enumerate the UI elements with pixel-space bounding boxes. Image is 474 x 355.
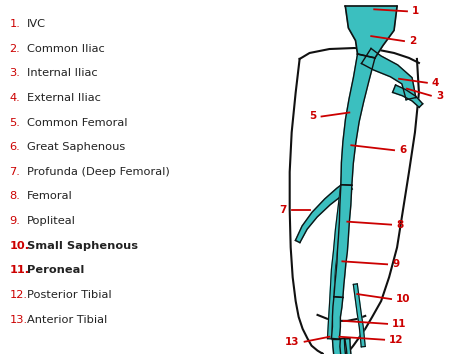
Polygon shape <box>345 338 353 355</box>
Text: 5.: 5. <box>9 118 20 128</box>
Text: External Iliac: External Iliac <box>27 93 101 103</box>
Polygon shape <box>338 338 347 355</box>
Text: 13.: 13. <box>9 315 27 324</box>
Text: 12.: 12. <box>9 290 27 300</box>
Text: Great Saphenous: Great Saphenous <box>27 142 126 152</box>
Text: 9: 9 <box>392 259 399 269</box>
Text: 11.: 11. <box>9 265 29 275</box>
Text: 12: 12 <box>389 335 403 345</box>
Text: Common Iliac: Common Iliac <box>27 44 105 54</box>
Text: 6: 6 <box>399 145 406 155</box>
Polygon shape <box>332 339 342 355</box>
Text: 7.: 7. <box>9 167 20 177</box>
Text: Anterior Tibial: Anterior Tibial <box>27 315 108 324</box>
Text: 2.: 2. <box>9 44 20 54</box>
Polygon shape <box>362 48 416 100</box>
Text: 1: 1 <box>412 6 419 16</box>
Text: 10: 10 <box>396 294 410 304</box>
Text: Peroneal: Peroneal <box>27 265 85 275</box>
Text: Femoral: Femoral <box>27 191 73 202</box>
Text: 3.: 3. <box>9 69 20 78</box>
Text: Popliteal: Popliteal <box>27 216 76 226</box>
Polygon shape <box>341 54 375 185</box>
Polygon shape <box>328 128 351 339</box>
Polygon shape <box>346 6 397 58</box>
Text: 1.: 1. <box>9 19 20 29</box>
Text: 5: 5 <box>309 111 317 121</box>
Text: 6.: 6. <box>9 142 20 152</box>
Text: Common Femoral: Common Femoral <box>27 118 128 128</box>
Text: 3: 3 <box>436 91 443 101</box>
Text: Small Saphenous: Small Saphenous <box>27 241 138 251</box>
Text: 9.: 9. <box>9 216 20 226</box>
Text: 8: 8 <box>396 220 403 230</box>
Text: 4.: 4. <box>9 93 20 103</box>
Text: 7: 7 <box>279 205 287 215</box>
Polygon shape <box>353 284 365 347</box>
Polygon shape <box>392 85 423 107</box>
Text: Profunda (Deep Femoral): Profunda (Deep Femoral) <box>27 167 170 177</box>
Polygon shape <box>334 185 352 297</box>
Text: Posterior Tibial: Posterior Tibial <box>27 290 112 300</box>
Text: 11: 11 <box>392 319 407 329</box>
Text: 10.: 10. <box>9 241 29 251</box>
Text: IVC: IVC <box>27 19 46 29</box>
Text: 8.: 8. <box>9 191 20 202</box>
Polygon shape <box>295 181 352 242</box>
Polygon shape <box>331 297 343 339</box>
Text: Internal Iliac: Internal Iliac <box>27 69 98 78</box>
Text: 2: 2 <box>409 36 416 46</box>
Text: 4: 4 <box>432 78 439 88</box>
Text: 13: 13 <box>285 337 300 347</box>
